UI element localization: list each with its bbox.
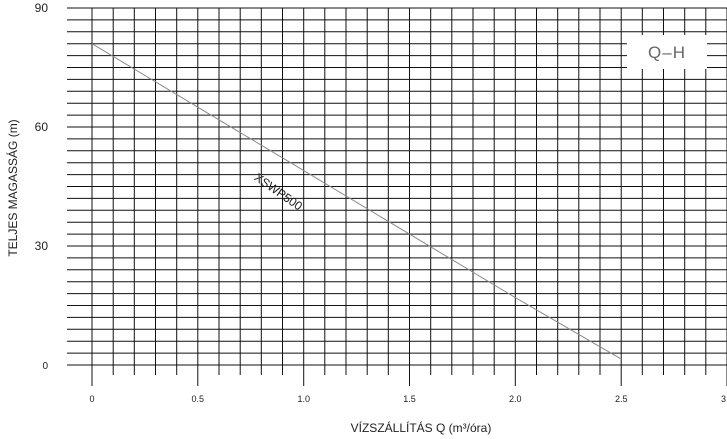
x-tick-label: 0.5 (192, 394, 205, 404)
y-tick-label: 60 (35, 120, 49, 134)
x-tick-label: 1.0 (297, 394, 310, 404)
chart-badge: Q–H (648, 43, 686, 62)
x-tick-label: 2.5 (615, 394, 628, 404)
series-line-xswp500 (91, 43, 622, 360)
y-tick-label: 30 (35, 239, 49, 253)
series-label-xswp500: XSWP500 (252, 170, 306, 213)
y-tick-label: 90 (35, 1, 49, 15)
y-axis-title: TELJES MAGASSÁG (m) (5, 119, 20, 256)
x-tick-label: 2.0 (509, 394, 522, 404)
x-axis-title: VÍZSZÁLLÍTÁS Q (m³/óra) (351, 420, 492, 435)
x-tick-label: 1.5 (403, 394, 416, 404)
x-tick-marks (91, 365, 727, 386)
y-tick-labels: 0 30 60 90 (35, 1, 49, 372)
x-tick-labels: 0 0.5 1.0 1.5 2.0 2.5 3 (89, 394, 726, 404)
y-tick-label: 0 (42, 361, 48, 372)
x-tick-label: 3 (721, 394, 726, 404)
x-tick-label: 0 (89, 394, 94, 404)
badge-box (627, 35, 707, 69)
